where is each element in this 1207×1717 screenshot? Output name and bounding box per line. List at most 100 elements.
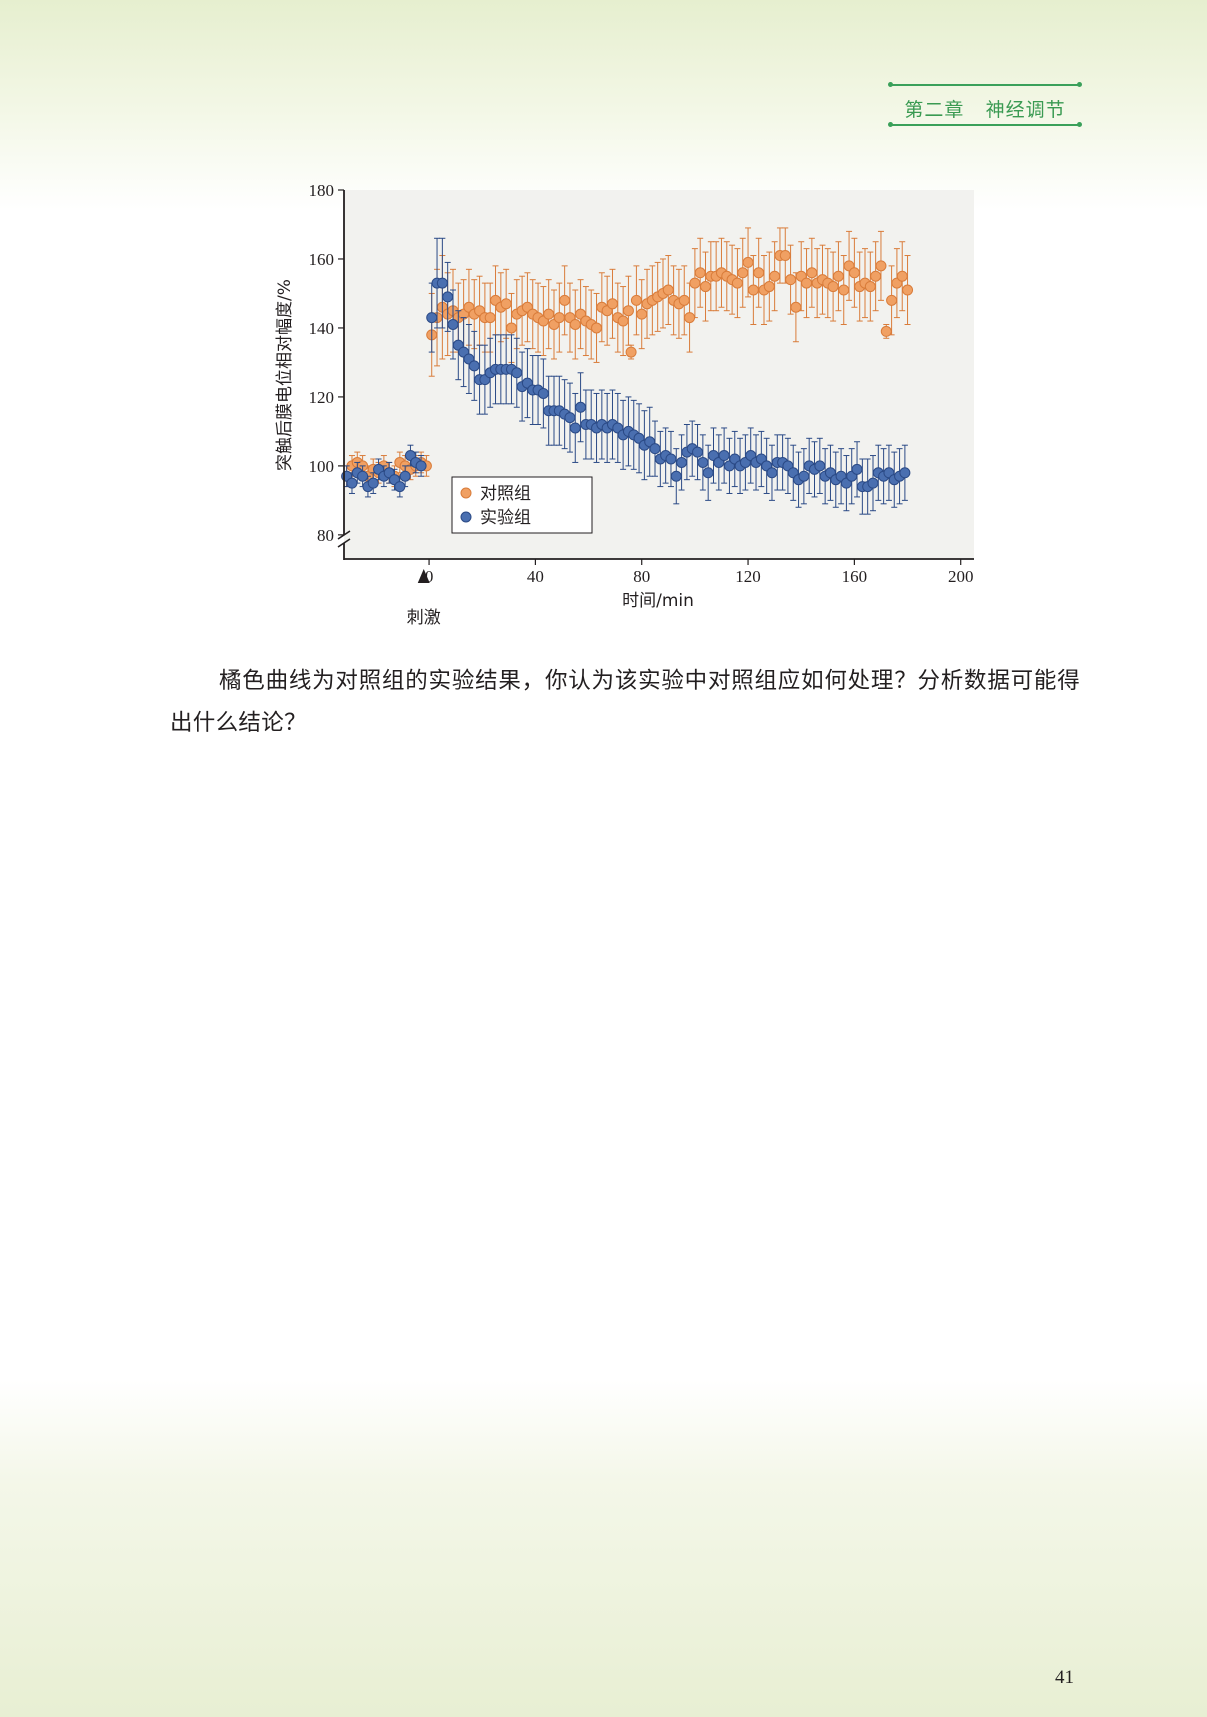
data-point	[591, 322, 603, 334]
data-point	[662, 284, 674, 296]
header-top-rule	[888, 82, 1082, 87]
x-tick-label: 120	[735, 567, 761, 586]
page-number: 41	[1055, 1667, 1074, 1688]
data-point	[798, 470, 810, 482]
data-point	[346, 477, 358, 489]
data-point	[737, 267, 749, 279]
data-point	[896, 270, 908, 282]
data-point	[447, 318, 459, 330]
chapter-title: 第二章 神经调节	[890, 95, 1080, 122]
data-point	[790, 301, 802, 313]
data-point	[692, 446, 704, 458]
data-point	[511, 367, 523, 379]
data-point	[665, 453, 677, 465]
data-point	[864, 281, 876, 293]
data-point	[867, 477, 879, 489]
data-point	[697, 456, 709, 468]
series-layer	[341, 227, 914, 515]
y-tick-label: 140	[309, 319, 335, 338]
data-point	[622, 305, 634, 317]
data-point	[415, 460, 427, 472]
x-tick-label: 200	[948, 567, 974, 586]
x-tick-label: 0	[425, 567, 434, 586]
stimulus-arrow-icon	[417, 569, 430, 583]
data-point	[899, 467, 911, 479]
data-point	[569, 422, 581, 434]
y-ticks: 80 100 120 140 160 180	[309, 181, 344, 545]
data-point	[718, 450, 730, 462]
x-tick-label: 80	[633, 567, 650, 586]
data-point	[436, 277, 448, 289]
data-point	[848, 267, 860, 279]
data-point	[500, 298, 512, 310]
legend-swatch-experiment	[460, 511, 472, 523]
data-point	[827, 281, 839, 293]
data-point	[630, 294, 642, 306]
data-point	[676, 456, 688, 468]
data-point	[769, 270, 781, 282]
header-bottom-rule	[888, 122, 1082, 127]
data-point	[694, 267, 706, 279]
data-point	[442, 291, 454, 303]
legend: 对照组 实验组	[451, 476, 593, 534]
y-tick-label: 120	[309, 388, 335, 407]
y-tick-label: 180	[309, 181, 335, 200]
data-point	[731, 277, 743, 289]
legend-label-experiment: 实验组	[480, 508, 531, 528]
data-point	[394, 481, 406, 493]
data-point	[832, 270, 844, 282]
data-point	[814, 460, 826, 472]
data-point	[700, 281, 712, 293]
data-point	[689, 277, 701, 289]
data-point	[763, 281, 775, 293]
data-point	[902, 284, 914, 296]
y-tick-label: 80	[317, 526, 334, 545]
data-point	[702, 467, 714, 479]
data-point	[617, 315, 629, 327]
data-point	[426, 312, 438, 324]
data-point	[678, 294, 690, 306]
data-point	[357, 470, 369, 482]
data-point	[801, 277, 813, 289]
data-point	[543, 308, 555, 320]
data-point	[537, 387, 549, 399]
data-point	[505, 322, 517, 334]
legend-swatch-control	[460, 487, 472, 499]
x-tick-label: 160	[842, 567, 868, 586]
series-experiment	[341, 237, 911, 515]
data-point	[649, 443, 661, 455]
data-point	[468, 360, 480, 372]
y-tick-label: 100	[309, 457, 335, 476]
chapter-number: 第二章	[904, 99, 965, 121]
data-point	[742, 256, 754, 268]
data-point	[399, 470, 411, 482]
legend-label-control: 对照组	[480, 484, 531, 504]
question-paragraph: 橘色曲线为对照组的实验结果，你认为该实验中对照组应如何处理？分析数据可能得出什么…	[170, 668, 1080, 736]
data-point	[806, 267, 818, 279]
data-point	[670, 470, 682, 482]
data-point	[753, 267, 765, 279]
data-point	[766, 467, 778, 479]
chapter-header: 第二章 神经调节	[888, 82, 1082, 127]
data-point	[569, 318, 581, 330]
data-point	[684, 312, 696, 324]
data-point	[779, 250, 791, 262]
data-point	[564, 412, 576, 424]
data-point	[553, 312, 565, 324]
data-point	[636, 308, 648, 320]
data-point	[870, 270, 882, 282]
data-point	[575, 401, 587, 413]
data-point	[880, 325, 892, 337]
data-point	[747, 284, 759, 296]
figure-chart: 80 100 120 140 160 180 0 40 80 120 160 200 突触后膜电位相…	[275, 181, 974, 628]
data-point	[875, 260, 887, 272]
section-title: 神经调节	[985, 99, 1066, 121]
data-point	[484, 312, 496, 324]
x-ticks: 0 40 80 120 160 200	[425, 559, 974, 586]
legend-box	[451, 476, 593, 534]
x-tick-label: 40	[527, 567, 544, 586]
data-point	[785, 274, 797, 286]
data-point	[851, 463, 863, 475]
data-point	[838, 284, 850, 296]
data-point	[625, 346, 637, 358]
